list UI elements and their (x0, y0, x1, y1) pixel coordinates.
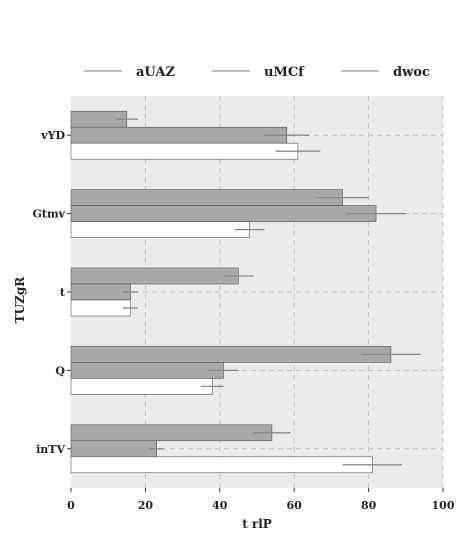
bar (70, 126, 288, 144)
bar (70, 221, 250, 238)
bar (70, 267, 239, 285)
bars (70, 110, 421, 474)
category-label: t (60, 286, 66, 299)
bar (70, 440, 157, 458)
bar (70, 205, 377, 222)
x-tick-label: 40 (212, 499, 228, 512)
category-label: Q (55, 364, 65, 377)
bar (70, 299, 131, 317)
category-label: inTV (36, 443, 65, 456)
legend: aUAZ uMCf dwoc (84, 65, 430, 80)
x-axis-title: t rlP (242, 517, 272, 531)
bar (70, 378, 213, 395)
y-axis-title: TUZgR (13, 276, 27, 324)
bar (70, 189, 343, 206)
legend-label: aUAZ (136, 65, 175, 80)
x-tick-label: 80 (361, 499, 377, 512)
category-label: vYD (40, 129, 65, 142)
bar (70, 346, 392, 363)
bar (70, 142, 299, 160)
x-tick-label: 100 (432, 499, 455, 512)
bar (70, 283, 131, 301)
x-tick-label: 60 (287, 499, 303, 512)
x-tick-label: 0 (67, 499, 75, 512)
bar (70, 362, 224, 379)
x-tick-label: 20 (138, 499, 154, 512)
bar (70, 424, 273, 442)
bar (70, 456, 373, 474)
legend-label: dwoc (393, 65, 430, 80)
category-label: Gtmv (32, 208, 65, 221)
legend-label: uMCf (264, 65, 305, 80)
x-axis: 0 20 40 60 80 100 (67, 488, 455, 512)
